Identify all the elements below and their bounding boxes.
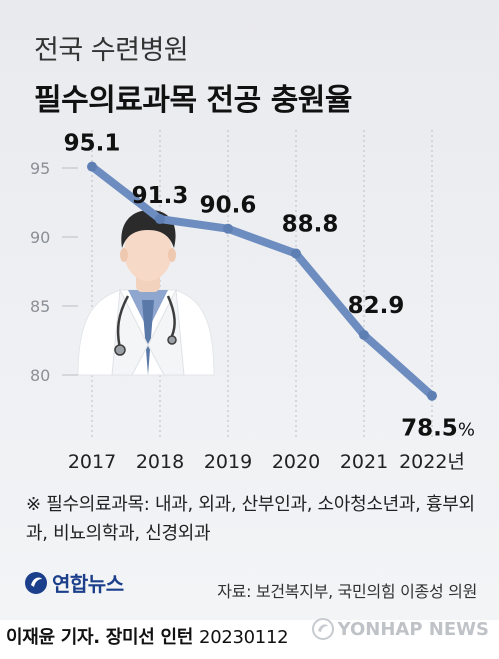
data-point	[427, 390, 437, 401]
yonhap-logo-icon	[25, 571, 47, 594]
y-axis-ticks: 95 90 85 80	[30, 159, 78, 385]
infographic-card: 전국 수련병원 필수의료과목 전공 충원율	[0, 0, 499, 620]
data-source: 자료: 보건복지부, 국민의힘 이종성 의원	[217, 582, 477, 601]
watermark-logo-icon	[311, 618, 334, 640]
y-tick-label: 85	[30, 297, 50, 316]
data-label: 78.5%	[401, 416, 475, 442]
x-tick-label: 2017	[68, 451, 116, 473]
data-point	[223, 223, 233, 234]
data-point	[359, 329, 369, 340]
chart-subtitle: 전국 수련병원	[34, 35, 189, 66]
yonhap-watermark: YONHAP NEWS	[311, 618, 489, 640]
data-label: 91.3	[132, 183, 189, 209]
data-point	[155, 214, 165, 225]
yonhap-logo: 연합뉴스	[24, 568, 124, 597]
grid-layer	[91, 130, 433, 440]
x-axis-ticks: 2017 2018 2019 2020 2021 2022년	[68, 451, 465, 473]
chart-title: 필수의료과목 전공 충원율	[34, 83, 353, 118]
logo-text: 연합뉴스	[52, 572, 124, 596]
data-label: 82.9	[348, 293, 405, 319]
data-label-unit: %	[458, 420, 475, 441]
doctor-illustration	[77, 210, 215, 376]
watermark-text: YONHAP NEWS	[337, 618, 489, 640]
series-line	[88, 162, 436, 400]
data-label: 88.8	[282, 212, 339, 238]
data-label: 90.6	[200, 193, 257, 219]
x-tick-label: 2022년	[399, 451, 465, 473]
data-point	[291, 248, 301, 259]
data-point	[87, 161, 97, 172]
x-tick-label: 2021	[340, 451, 388, 473]
data-label: 95.1	[64, 131, 121, 157]
credit-date: 20230112	[199, 627, 289, 648]
credit-line: 이재윤 기자. 장미선 인턴 20230112	[6, 623, 289, 649]
x-tick-label: 2019	[204, 451, 252, 473]
series-layer: 95.1 91.3 90.6 88.8 82.9 78.5%	[64, 131, 475, 442]
credit-name: 이재윤 기자. 장미선 인턴	[6, 627, 194, 648]
x-tick-label: 2018	[136, 451, 184, 473]
x-tick-label: 2020	[272, 451, 320, 473]
y-tick-label: 90	[30, 228, 50, 247]
y-tick-label: 95	[30, 159, 50, 178]
footnote: ※ 필수의료과목: 내과, 외과, 산부인과, 소아청소년과, 흉부외과, 비뇨…	[26, 494, 475, 544]
y-tick-label: 80	[30, 366, 50, 385]
